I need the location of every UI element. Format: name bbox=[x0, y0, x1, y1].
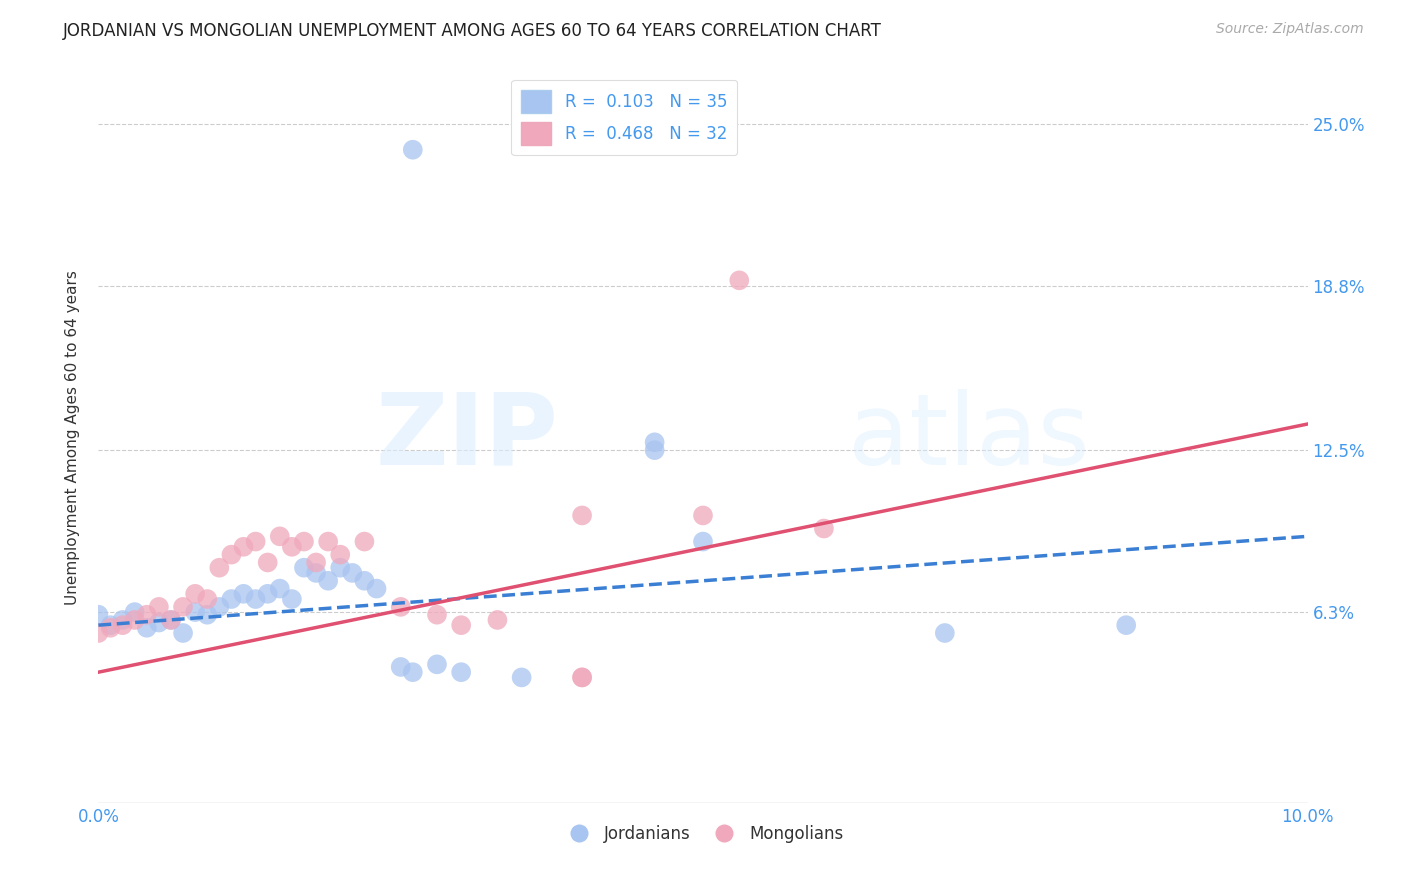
Point bbox=[402, 143, 425, 157]
Point bbox=[644, 435, 666, 450]
Point bbox=[305, 556, 328, 570]
Point bbox=[353, 574, 375, 588]
Point bbox=[232, 587, 254, 601]
Point bbox=[160, 613, 183, 627]
Point bbox=[124, 613, 146, 627]
Point bbox=[124, 605, 146, 619]
Point bbox=[135, 621, 157, 635]
Point bbox=[450, 618, 472, 632]
Point bbox=[208, 560, 231, 574]
Point bbox=[269, 582, 291, 596]
Point bbox=[111, 613, 134, 627]
Point bbox=[221, 592, 243, 607]
Point bbox=[269, 529, 291, 543]
Point bbox=[195, 607, 218, 622]
Point bbox=[571, 670, 593, 684]
Text: atlas: atlas bbox=[848, 389, 1090, 485]
Point bbox=[148, 615, 170, 630]
Point bbox=[571, 508, 593, 523]
Point bbox=[329, 548, 352, 562]
Legend: Jordanians, Mongolians: Jordanians, Mongolians bbox=[555, 818, 851, 849]
Point bbox=[329, 560, 352, 574]
Point bbox=[305, 566, 328, 580]
Point bbox=[450, 665, 472, 680]
Point bbox=[111, 618, 134, 632]
Point bbox=[1115, 618, 1137, 632]
Point bbox=[292, 560, 315, 574]
Point bbox=[221, 548, 243, 562]
Point bbox=[366, 582, 388, 596]
Point bbox=[316, 534, 339, 549]
Point bbox=[87, 607, 110, 622]
Point bbox=[87, 626, 110, 640]
Point bbox=[389, 660, 412, 674]
Point bbox=[172, 626, 194, 640]
Point bbox=[644, 443, 666, 458]
Y-axis label: Unemployment Among Ages 60 to 64 years: Unemployment Among Ages 60 to 64 years bbox=[65, 269, 80, 605]
Point bbox=[148, 599, 170, 614]
Point bbox=[184, 605, 207, 619]
Point bbox=[195, 592, 218, 607]
Point bbox=[292, 534, 315, 549]
Point bbox=[281, 592, 304, 607]
Point bbox=[256, 556, 278, 570]
Point bbox=[184, 587, 207, 601]
Point bbox=[100, 621, 122, 635]
Text: ZIP: ZIP bbox=[375, 389, 558, 485]
Point bbox=[813, 521, 835, 535]
Point bbox=[692, 508, 714, 523]
Text: Source: ZipAtlas.com: Source: ZipAtlas.com bbox=[1216, 22, 1364, 37]
Point bbox=[389, 599, 412, 614]
Point bbox=[692, 534, 714, 549]
Point bbox=[934, 626, 956, 640]
Point bbox=[353, 534, 375, 549]
Point bbox=[135, 607, 157, 622]
Point bbox=[426, 657, 449, 672]
Point bbox=[160, 613, 183, 627]
Point bbox=[728, 273, 751, 287]
Point bbox=[208, 599, 231, 614]
Point bbox=[426, 607, 449, 622]
Point bbox=[281, 540, 304, 554]
Point bbox=[402, 665, 425, 680]
Text: JORDANIAN VS MONGOLIAN UNEMPLOYMENT AMONG AGES 60 TO 64 YEARS CORRELATION CHART: JORDANIAN VS MONGOLIAN UNEMPLOYMENT AMON… bbox=[63, 22, 882, 40]
Point bbox=[256, 587, 278, 601]
Point bbox=[232, 540, 254, 554]
Point bbox=[510, 670, 533, 684]
Point bbox=[316, 574, 339, 588]
Point bbox=[571, 670, 593, 684]
Point bbox=[100, 618, 122, 632]
Point bbox=[245, 534, 267, 549]
Point bbox=[172, 599, 194, 614]
Point bbox=[245, 592, 267, 607]
Point bbox=[486, 613, 509, 627]
Point bbox=[342, 566, 364, 580]
